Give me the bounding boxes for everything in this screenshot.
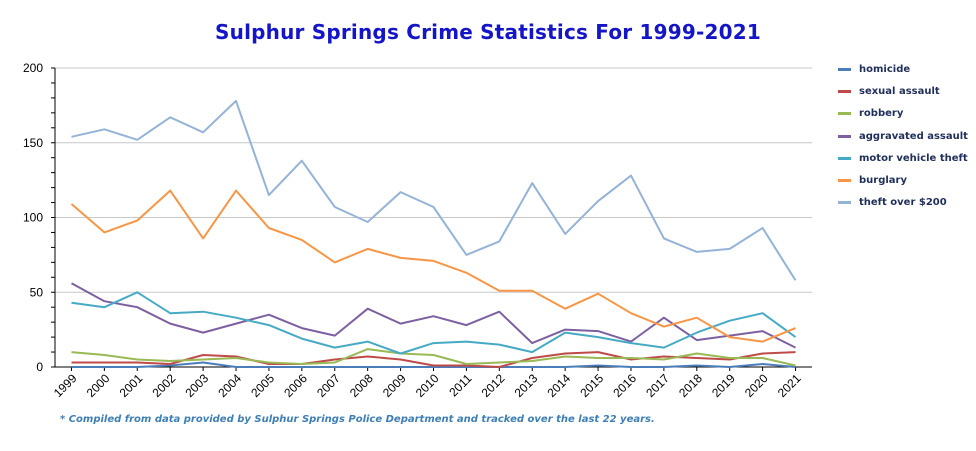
legend-item: motor vehicle theft bbox=[838, 147, 968, 169]
x-tick-label: 2011 bbox=[446, 371, 474, 399]
legend-swatch bbox=[838, 67, 851, 71]
x-tick-label: 2001 bbox=[117, 371, 146, 400]
x-tick-label: 2004 bbox=[215, 371, 244, 400]
y-tick-labels: 0 50 100 150 200 bbox=[23, 61, 43, 374]
footnote: * Compiled from data provided by Sulphur… bbox=[60, 414, 655, 425]
x-tick-label: 2010 bbox=[413, 371, 442, 400]
x-tick-label: 2009 bbox=[380, 371, 409, 400]
legend: homicide sexual assault robbery aggravated … bbox=[838, 58, 968, 214]
legend-label: theft over $200 bbox=[859, 197, 947, 209]
x-tick-label: 1999 bbox=[51, 371, 80, 400]
legend-swatch bbox=[838, 201, 851, 205]
legend-swatch bbox=[838, 156, 851, 160]
legend-label: burglary bbox=[859, 175, 907, 187]
legend-label: robbery bbox=[859, 108, 904, 120]
legend-label: aggravated assault bbox=[859, 130, 968, 142]
x-tick-label: 2003 bbox=[182, 371, 211, 400]
x-tick-label: 2014 bbox=[544, 371, 573, 400]
legend-swatch bbox=[838, 179, 851, 183]
x-tick-label: 2015 bbox=[577, 371, 606, 400]
legend-swatch bbox=[838, 112, 851, 116]
x-tick-label: 2008 bbox=[347, 371, 376, 400]
chart-title: Sulphur Springs Crime Statistics For 199… bbox=[215, 20, 761, 44]
legend-item: aggravated assault bbox=[838, 125, 968, 147]
x-tick-labels: 1999 2000 2001 2002 2003 2004 2005 2006 2007 2008… bbox=[51, 371, 804, 400]
x-tick-label: 2006 bbox=[281, 371, 310, 400]
legend-swatch bbox=[838, 89, 851, 93]
series-line-burglary bbox=[70, 189, 796, 343]
x-tick-label: 2002 bbox=[150, 371, 179, 400]
y-tick-label: 100 bbox=[23, 211, 43, 225]
x-tick-label: 2000 bbox=[84, 371, 113, 400]
series-lines bbox=[70, 99, 797, 368]
series-line-motor-vehicle-theft bbox=[71, 291, 797, 355]
x-tick-label: 2005 bbox=[248, 371, 277, 400]
legend-swatch bbox=[838, 134, 851, 138]
legend-item: robbery bbox=[838, 103, 968, 125]
y-tick-label: 50 bbox=[30, 285, 44, 299]
legend-item: sexual assault bbox=[838, 80, 968, 102]
x-tick-label: 2013 bbox=[512, 371, 541, 400]
legend-item: burglary bbox=[838, 169, 968, 191]
series-line-homicide bbox=[71, 361, 796, 368]
y-tick-label: 0 bbox=[36, 360, 43, 374]
series-line-robbery bbox=[71, 348, 796, 367]
legend-item: homicide bbox=[838, 58, 968, 80]
x-tick-label: 2016 bbox=[610, 371, 639, 400]
x-tick-label: 2020 bbox=[742, 371, 771, 400]
x-tick-label: 2021 bbox=[775, 371, 804, 400]
x-tick-label: 2007 bbox=[314, 371, 343, 400]
series-line-aggravated-assault bbox=[71, 282, 796, 349]
x-tick-label: 2017 bbox=[643, 371, 672, 400]
x-tick-label: 2012 bbox=[479, 371, 508, 400]
legend-label: homicide bbox=[859, 63, 911, 75]
x-tick-label: 2019 bbox=[709, 371, 738, 400]
x-tick-label: 2018 bbox=[676, 371, 705, 400]
legend-item: theft over $200 bbox=[838, 192, 968, 214]
legend-label: sexual assault bbox=[859, 85, 940, 97]
series-line-theft-over-200 bbox=[71, 99, 797, 281]
legend-label: motor vehicle theft bbox=[859, 152, 968, 164]
y-tick-label: 150 bbox=[23, 136, 43, 150]
axes bbox=[51, 67, 812, 371]
y-tick-label: 200 bbox=[23, 61, 43, 75]
gridlines bbox=[55, 67, 812, 293]
